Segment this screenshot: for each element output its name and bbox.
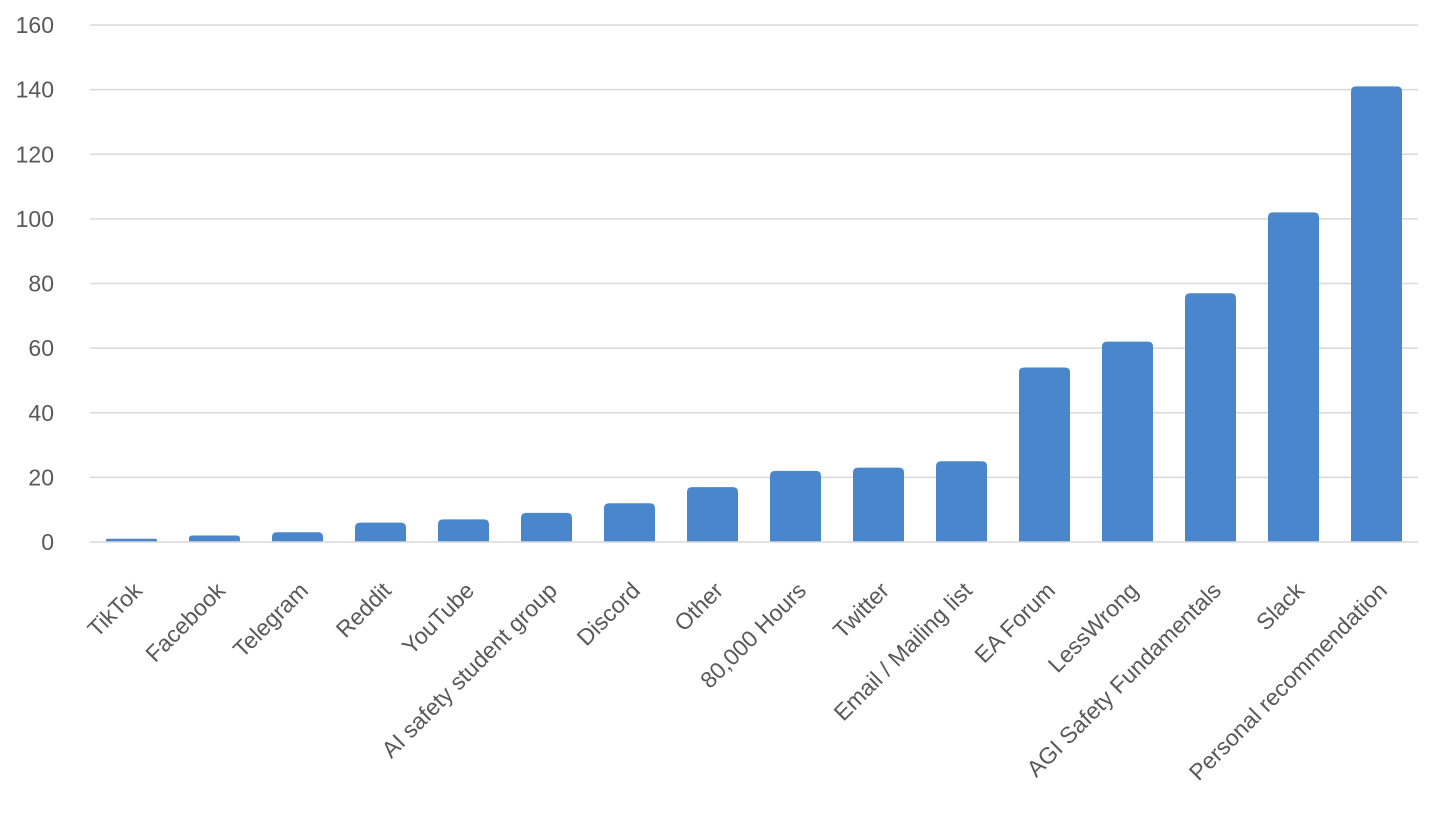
- bars: [106, 86, 1402, 543]
- bar-ea-forum: [1019, 367, 1070, 542]
- bar-agi-safety-fundamentals: [1185, 293, 1236, 542]
- x-category-label: Other: [669, 577, 728, 636]
- y-tick-label: 140: [16, 77, 54, 103]
- x-category-label: Reddit: [331, 577, 397, 643]
- bar-tiktok: [106, 538, 157, 542]
- y-tick-label: 0: [41, 529, 54, 555]
- bar-telegram: [272, 532, 323, 542]
- x-category-label: Slack: [1251, 577, 1310, 636]
- y-tick-label: 20: [28, 464, 54, 490]
- x-category-label: Discord: [572, 577, 646, 651]
- bar-lesswrong: [1102, 341, 1153, 542]
- x-category-label: TikTok: [82, 577, 147, 642]
- bar-facebook: [189, 535, 240, 542]
- bar-80-000-hours: [770, 470, 821, 542]
- bar-ai-safety-student-group: [521, 512, 572, 542]
- bar-discord: [604, 503, 655, 542]
- y-tick-label: 80: [28, 271, 54, 297]
- y-tick-label: 40: [28, 400, 54, 426]
- y-tick-label: 120: [16, 141, 54, 167]
- y-axis-tick-labels: 0 20 40 60 80 100 120 140 160: [16, 12, 54, 555]
- bar-other: [687, 487, 738, 542]
- y-tick-label: 100: [16, 206, 54, 232]
- bar-email-mailing-list: [936, 461, 987, 542]
- gridlines: [90, 24, 1418, 479]
- bar-slack: [1268, 212, 1319, 542]
- x-category-label: Facebook: [140, 577, 230, 667]
- x-category-label: Twitter: [828, 577, 895, 644]
- bar-twitter: [853, 467, 904, 542]
- bar-youtube: [438, 519, 489, 542]
- bar-reddit: [355, 522, 406, 542]
- x-category-label: YouTube: [397, 577, 479, 659]
- y-tick-label: 160: [16, 12, 54, 38]
- x-category-label: Telegram: [228, 577, 313, 662]
- x-category-label: Email / Mailing list: [829, 577, 978, 726]
- bar-personal-recommendation: [1351, 86, 1402, 543]
- y-tick-label: 60: [28, 335, 54, 361]
